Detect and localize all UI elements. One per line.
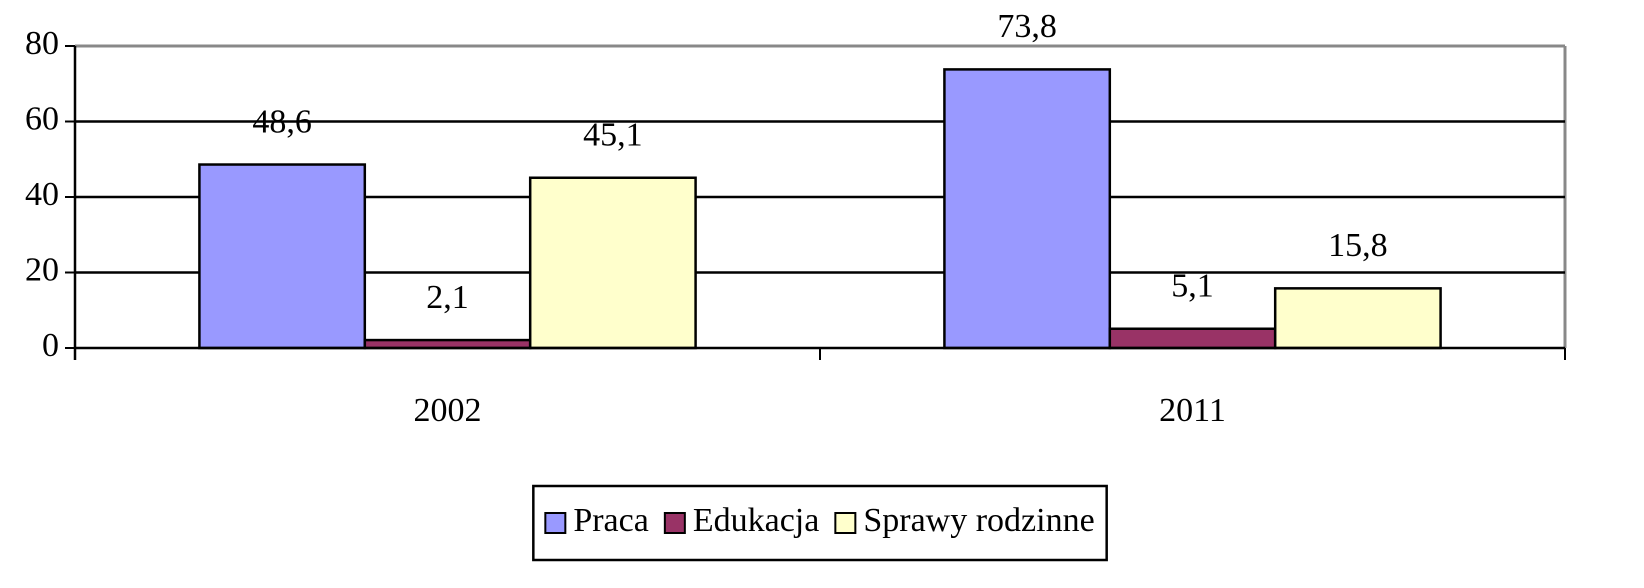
y-tick-label: 0: [42, 327, 59, 364]
legend-label: Sprawy rodzinne: [863, 502, 1094, 539]
legend-swatch: [663, 512, 686, 534]
legend-label: Praca: [573, 502, 649, 539]
x-tick-label: 2011: [1159, 392, 1226, 429]
y-tick-label: 40: [25, 176, 59, 213]
legend-label: Edukacja: [693, 502, 820, 539]
bar: [528, 176, 697, 350]
y-tick-label: 60: [25, 100, 59, 137]
x-tick-label: 2002: [414, 392, 482, 429]
value-label: 5,1: [1171, 268, 1214, 305]
y-tick-label: 20: [25, 251, 59, 288]
bar: [943, 68, 1112, 350]
legend-swatch: [834, 512, 857, 534]
y-tick-label: 80: [25, 25, 59, 62]
bar: [1108, 327, 1277, 350]
bar: [1273, 287, 1442, 350]
value-label: 48,6: [252, 103, 312, 140]
value-label: 2,1: [426, 279, 469, 316]
bar: [198, 163, 367, 350]
value-label: 73,8: [997, 8, 1057, 45]
legend-box: [532, 484, 1108, 562]
value-label: 45,1: [583, 117, 643, 154]
value-label: 15,8: [1328, 227, 1388, 264]
legend-swatch: [544, 512, 567, 534]
